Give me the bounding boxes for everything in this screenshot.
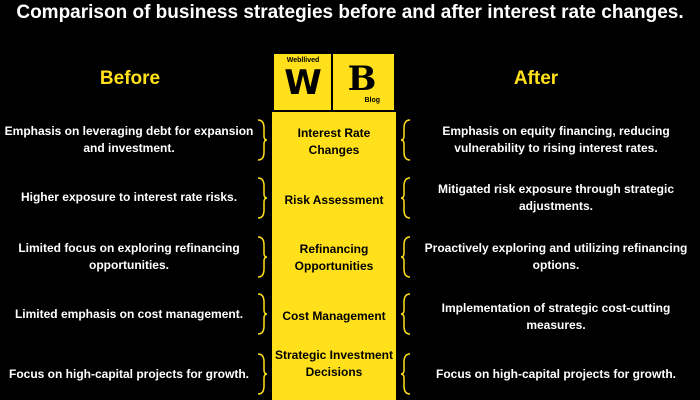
after-text-1: Emphasis on equity financing, reducing v… [442,124,670,155]
right-brace-3 [400,236,411,278]
after-text-2: Mitigated risk exposure through strategi… [437,182,675,213]
after-heading: After [513,68,559,89]
webllived-logo: Webllived W B Blog [272,52,396,112]
right-brace-1 [400,119,411,161]
after-text-5: Focus on high-capital projects for growt… [435,367,676,381]
before-text-3: Limited focus on exploring refinancing o… [18,241,240,272]
logo-b-letter: B [347,59,377,99]
after-text-3: Proactively exploring and utilizing refi… [424,241,688,272]
category-5: Strategic Investment Decisions [274,348,394,379]
left-brace-2 [257,177,268,219]
logo-brand-text: Webllived [286,57,320,64]
left-brace-1 [257,119,268,161]
left-brace-3 [257,236,268,278]
category-3: Refinancing Opportunities [294,242,374,273]
before-text-5: Focus on high-capital projects for growt… [8,367,249,381]
logo-divider [331,54,333,110]
right-brace-5 [400,353,411,395]
right-brace-4 [400,293,411,335]
page-title: Comparison of business strategies before… [16,2,684,23]
category-4: Cost Management [282,309,386,323]
logo-blog-text: Blog [364,97,380,104]
category-1: Interest Rate Changes [297,126,371,157]
left-brace-5 [257,353,268,395]
after-text-4: Implementation of strategic cost-cutting… [441,301,671,332]
before-text-2: Higher exposure to interest rate risks. [20,190,238,204]
category-2: Risk Assessment [284,193,384,207]
before-heading: Before [99,68,161,89]
left-brace-4 [257,293,268,335]
logo-w-letter: W [284,63,322,103]
before-text-4: Limited emphasis on cost management. [14,307,244,321]
before-text-1: Emphasis on leveraging debt for expansio… [4,124,254,155]
right-brace-2 [400,177,411,219]
